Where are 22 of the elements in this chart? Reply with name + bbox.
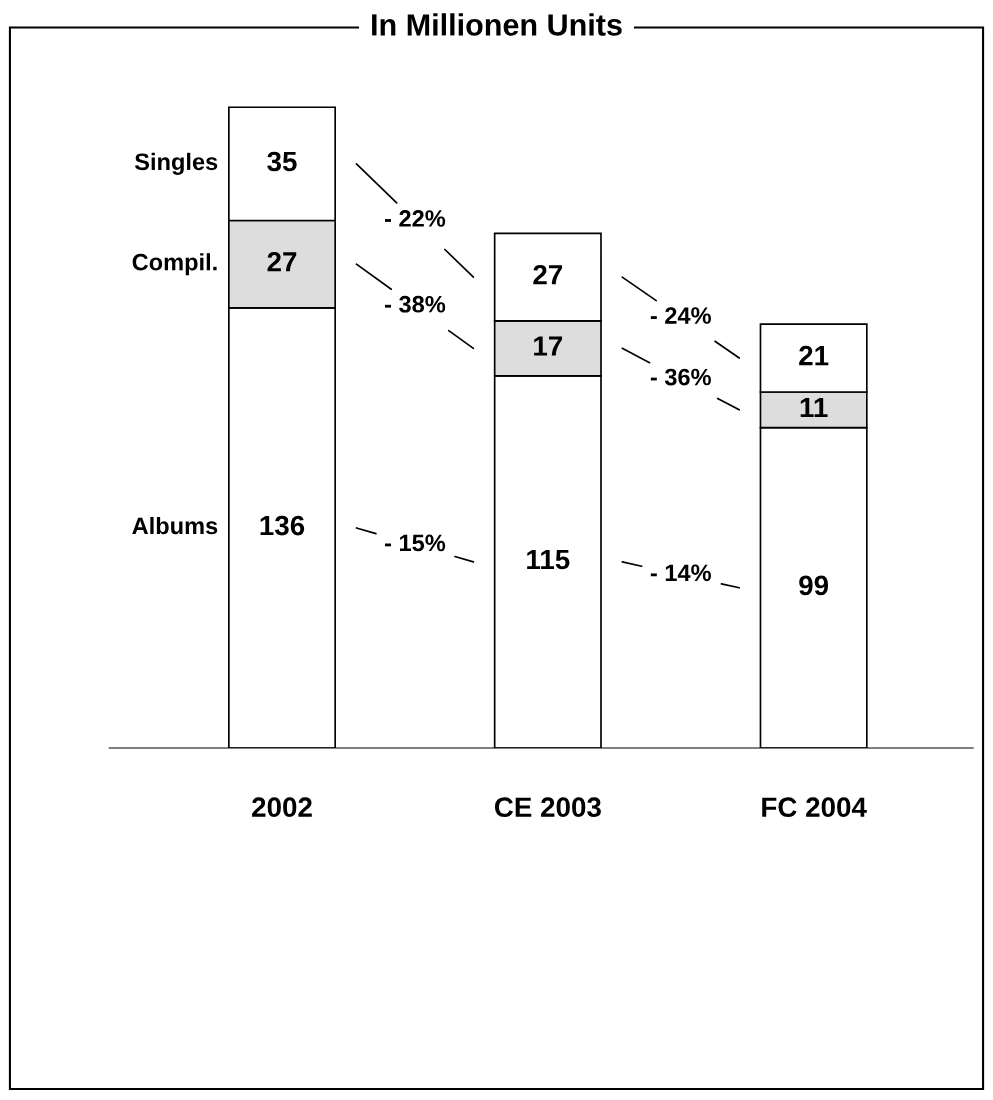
annotation: - 38%: [385, 295, 446, 313]
chart-title: In Millionen Units: [372, 13, 622, 36]
annotation: - 36%: [650, 368, 711, 386]
x-tick-label: 2002: [252, 797, 312, 818]
data-label: 27: [267, 251, 297, 272]
data-label: 27: [533, 264, 563, 285]
annotation: - 14%: [650, 564, 711, 582]
data-label: 21: [799, 345, 829, 366]
series-label: Albums: [132, 516, 218, 535]
series-label: Singles: [134, 152, 218, 175]
annotation: - 24%: [650, 307, 711, 324]
data-label: 136: [260, 515, 305, 536]
series-label: Compil.: [132, 253, 217, 276]
x-tick-label: CE 2003: [494, 797, 601, 818]
annotation: - 15%: [385, 534, 446, 552]
x-tick-label: FC 2004: [762, 797, 867, 818]
data-label: 35: [267, 151, 297, 172]
data-label: 115: [527, 549, 570, 570]
annotation: - 22%: [385, 210, 446, 227]
data-label: 99: [799, 575, 829, 596]
data-label: 11: [800, 397, 828, 417]
data-label: 17: [534, 336, 563, 356]
